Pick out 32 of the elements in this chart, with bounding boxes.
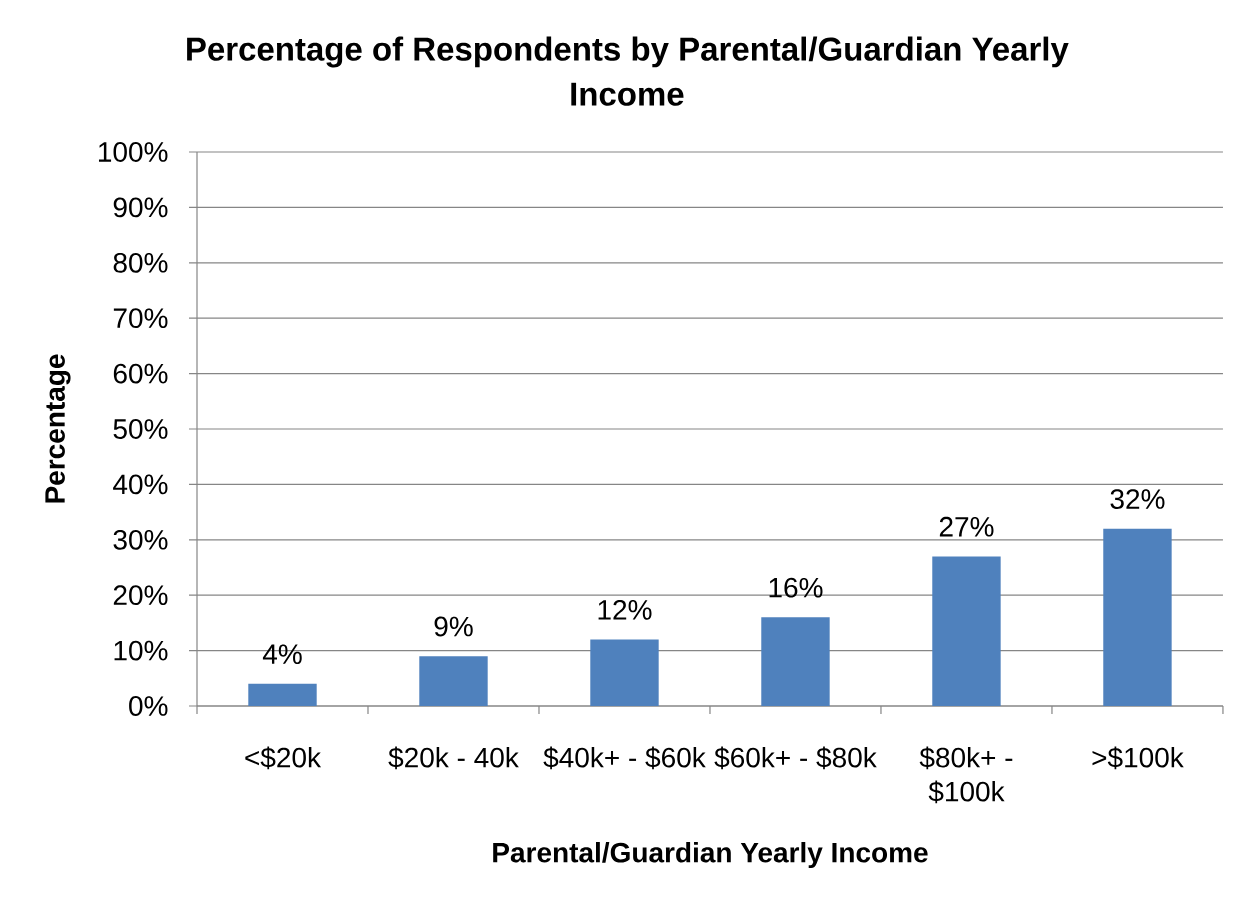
bar: [248, 683, 317, 706]
y-tick-label: 60%: [113, 363, 168, 384]
x-axis-title: Parental/Guardian Yearly Income: [493, 841, 928, 869]
data-label: 27%: [939, 516, 994, 537]
data-label: 12%: [598, 599, 652, 620]
bar: [932, 556, 1001, 706]
y-axis-title: Percentage: [45, 354, 71, 503]
x-tick-label: <$20k: [245, 746, 322, 770]
y-tick-label: 20%: [113, 585, 168, 606]
bar: [419, 656, 488, 706]
data-label: 4%: [262, 644, 302, 664]
y-tick-label: 10%: [114, 640, 168, 661]
x-tick-label: >$100k: [1092, 746, 1184, 770]
y-tick-label: 50%: [113, 419, 168, 439]
bar: [1103, 528, 1172, 706]
bar: [590, 639, 659, 706]
x-tick-label: $20k - 40k: [388, 746, 519, 770]
y-tick-label: 30%: [113, 529, 168, 550]
y-tick-label: 0%: [129, 696, 168, 716]
data-label: 32%: [1110, 489, 1165, 509]
y-tick-label: 100%: [98, 142, 168, 162]
y-tick-label: 70%: [113, 308, 168, 329]
x-tick-label: $40k+ - $60k: [543, 746, 706, 770]
bar: [761, 617, 830, 706]
y-tick-label: 90%: [113, 197, 168, 218]
x-tick-label: $60k+ - $80k: [714, 746, 877, 770]
y-tick-label: 40%: [113, 474, 168, 495]
y-tick-label: 80%: [113, 252, 168, 273]
data-label: 9%: [434, 616, 473, 637]
chart-title: Percentage of Respondents by Parental/Guardian Yearly Income: [187, 36, 1069, 106]
data-label: 16%: [769, 577, 823, 598]
x-tick-label: $80k+ - $100k: [919, 746, 1013, 804]
